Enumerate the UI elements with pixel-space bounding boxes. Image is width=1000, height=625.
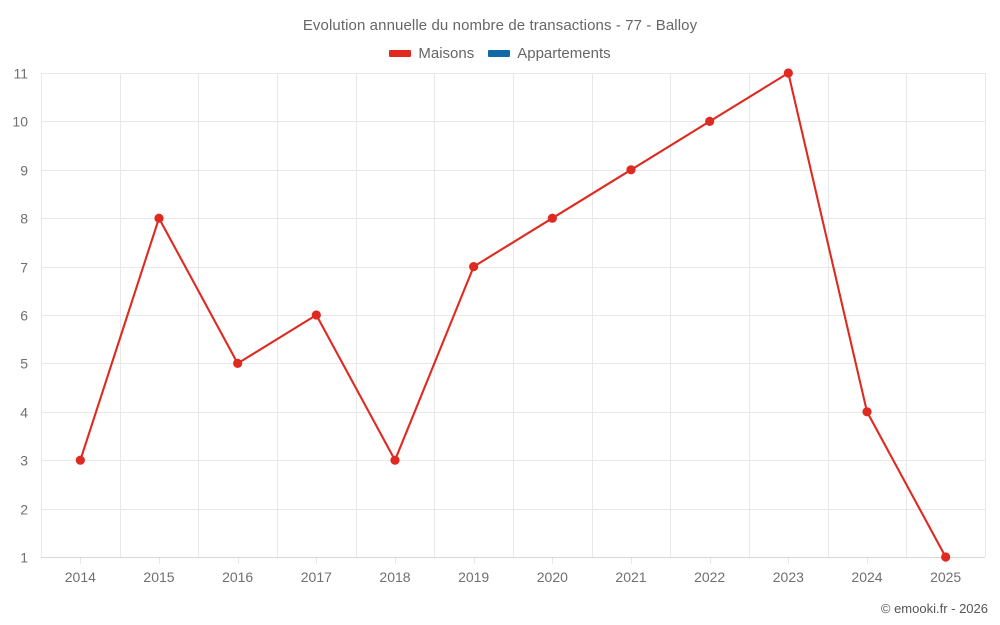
- legend-item-maisons[interactable]: Maisons: [389, 45, 474, 62]
- chart-title: Evolution annuelle du nombre de transact…: [302, 17, 698, 34]
- legend-item-appartements[interactable]: Appartements: [488, 45, 611, 62]
- x-axis-tick-label: 2015: [143, 569, 174, 585]
- y-axis-tick-label: 4: [20, 405, 28, 421]
- y-axis-tick-label: 1: [20, 550, 28, 566]
- y-axis-tick-label: 10: [12, 114, 28, 130]
- legend-label: Maisons: [418, 45, 475, 62]
- chart-legend: Maisons Appartements: [0, 45, 1000, 62]
- data-point[interactable]: [469, 262, 479, 272]
- legend-label: Appartements: [517, 45, 611, 62]
- data-point[interactable]: [233, 358, 243, 368]
- data-point[interactable]: [390, 455, 400, 465]
- data-point[interactable]: [626, 165, 636, 175]
- data-point[interactable]: [154, 213, 164, 223]
- x-axis-tick-label: 2021: [615, 569, 646, 585]
- legend-swatch-icon: [389, 50, 412, 57]
- x-axis-tick-label: 2019: [458, 569, 489, 585]
- data-point[interactable]: [311, 310, 321, 320]
- x-axis-tick-label: 2024: [851, 569, 882, 585]
- x-axis-tick-label: 2025: [930, 569, 961, 585]
- x-axis-tick-label: 2017: [301, 569, 332, 585]
- credit-label: © emooki.fr - 2026: [880, 601, 988, 616]
- y-axis-tick-label: 5: [20, 356, 28, 372]
- x-axis-tick-label: 2014: [65, 569, 96, 585]
- y-axis-tick-label: 3: [20, 453, 28, 469]
- x-axis-tick-label: 2020: [537, 569, 568, 585]
- y-axis-tick-label: 6: [20, 308, 28, 324]
- data-point[interactable]: [75, 455, 85, 465]
- data-point[interactable]: [705, 116, 715, 126]
- data-point[interactable]: [547, 213, 557, 223]
- y-axis-tick-label: 11: [13, 66, 28, 82]
- x-axis-tick-label: 2023: [773, 569, 804, 585]
- data-point[interactable]: [941, 552, 951, 562]
- x-axis-tick-label: 2018: [379, 569, 410, 585]
- legend-swatch-icon: [488, 50, 511, 57]
- data-point[interactable]: [862, 407, 872, 417]
- x-axis-tick-label: 2022: [694, 569, 725, 585]
- series-line-maisons: [79, 71, 947, 559]
- data-point[interactable]: [783, 68, 793, 78]
- y-axis-tick-label: 8: [20, 211, 28, 227]
- x-axis-tick-label: 2016: [222, 569, 253, 585]
- y-axis-tick-label: 7: [20, 260, 28, 276]
- y-axis-tick-label: 9: [20, 163, 28, 179]
- y-axis-tick-label: 2: [20, 502, 28, 518]
